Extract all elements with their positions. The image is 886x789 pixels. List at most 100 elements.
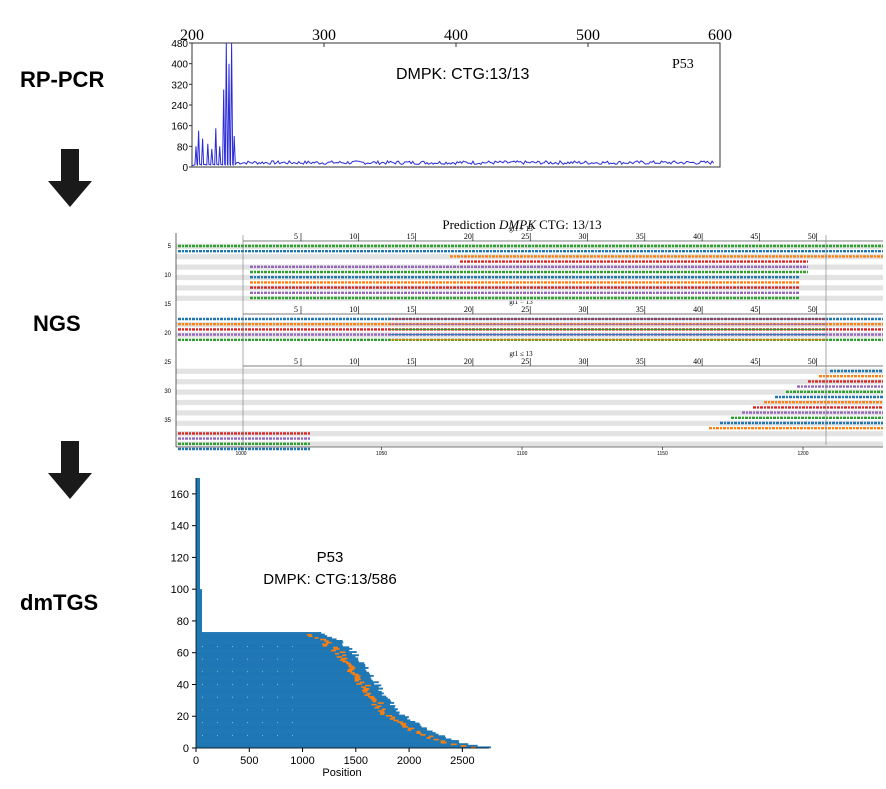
y-tick-label: 100 <box>171 584 189 596</box>
read-bar <box>196 721 416 723</box>
group-label: gt1 ≤ 13 <box>509 350 533 358</box>
y-tick-label: 400 <box>171 60 188 71</box>
repeat-segment <box>350 671 355 674</box>
read-bar <box>196 646 350 649</box>
repeat-tick-label: 50 <box>808 232 816 241</box>
repeat-segment <box>460 744 467 747</box>
repeat-segment <box>364 694 370 696</box>
repeat-segment <box>471 746 476 749</box>
repeat-tick-label: 30 <box>579 232 587 241</box>
read-bar <box>196 674 374 677</box>
read-bar <box>196 727 427 730</box>
position-tick-label: 1100 <box>517 451 528 457</box>
y-tick-label: 0 <box>183 743 189 755</box>
repeat-segment <box>324 640 329 642</box>
repeat-segment <box>346 662 351 665</box>
repeat-segment <box>401 724 407 727</box>
y-tick-label: 60 <box>177 648 189 660</box>
repeat-segment <box>389 717 395 720</box>
position-tick-label: 1000 <box>235 451 246 457</box>
repeat-segment <box>356 682 362 685</box>
plot-frame <box>191 42 721 168</box>
repeat-segment <box>416 732 422 735</box>
repeat-segment <box>402 725 409 728</box>
row-band <box>176 441 883 447</box>
y-tick-label: 140 <box>171 521 189 533</box>
y-tick-label: 20 <box>177 711 189 723</box>
row-band <box>176 285 883 291</box>
repeat-tick-label: 25 <box>521 232 529 241</box>
row-band <box>176 379 883 385</box>
group-label: gt1 = 13 <box>509 298 533 306</box>
repeat-segment <box>397 721 404 723</box>
repeat-tick-label: 35 <box>636 357 644 366</box>
repeat-segment <box>393 719 399 722</box>
read-bar <box>196 689 379 692</box>
repeat-tick-label: 10 <box>349 305 357 314</box>
row-tick-label: 20 <box>164 331 171 337</box>
y-tick-label: 0 <box>182 163 188 174</box>
read-bar <box>196 741 460 744</box>
read-bar <box>196 700 392 703</box>
sample-label: P53 <box>317 549 344 566</box>
repeat-segment <box>374 706 380 709</box>
repeat-segment <box>366 692 372 695</box>
read-bar <box>196 733 439 736</box>
read-bar <box>196 638 337 641</box>
repeat-segment <box>433 738 439 741</box>
repeat-tick-label: 5 <box>294 232 298 241</box>
repeat-segment <box>339 651 346 654</box>
repeat-segment <box>426 736 431 739</box>
read-bar <box>196 740 459 742</box>
read-bar <box>196 708 398 711</box>
repeat-segment <box>314 636 319 639</box>
repeat-segment <box>330 649 337 652</box>
read-bar <box>196 698 391 701</box>
read-bar <box>196 633 325 636</box>
read-bar <box>196 706 395 709</box>
x-tick-label: 2000 <box>397 755 421 767</box>
read-bar <box>196 678 372 681</box>
row-band <box>176 295 883 301</box>
step-label-rp-pcr: RP-PCR <box>20 67 105 92</box>
repeat-tick-label: 45 <box>750 357 758 366</box>
repeat-segment <box>362 690 368 693</box>
repeat-segment <box>385 714 393 717</box>
signal-trace <box>191 42 715 167</box>
repeat-tick-label: 50 <box>808 305 816 314</box>
x-tick-label: 0 <box>193 755 199 767</box>
repeat-segment <box>361 686 366 688</box>
x-tick-label: 2500 <box>450 755 474 767</box>
position-tick-label: 1050 <box>376 451 387 457</box>
repeat-segment <box>354 674 361 677</box>
repeat-segment <box>363 687 370 690</box>
repeat-segment <box>322 643 329 646</box>
repeat-segment <box>325 641 332 644</box>
y-tick-label: 120 <box>171 552 189 564</box>
read-bar <box>196 694 382 696</box>
row-band <box>176 368 883 374</box>
ngs-title: Prediction DMPK CTG: 13/13 <box>442 217 601 232</box>
repeat-segment <box>336 655 342 658</box>
ngs-alignment-chart: Prediction DMPK CTG: 13/13 gt1 > 13 5 10 15… <box>164 217 883 457</box>
row-tick-label: 35 <box>164 418 171 424</box>
repeat-tick-label: 10 <box>349 357 357 366</box>
repeat-tick-label: 40 <box>693 357 701 366</box>
read-bar <box>196 655 356 658</box>
read-bar <box>196 662 365 665</box>
read-bar <box>196 690 382 693</box>
read-bar <box>196 679 373 682</box>
repeat-segment <box>320 638 327 641</box>
repeat-segment <box>362 689 369 692</box>
repeat-segment <box>354 679 360 682</box>
read-bar <box>196 695 387 698</box>
repeat-tick-label: 15 <box>407 357 415 366</box>
repeat-tick-label: 30 <box>579 357 587 366</box>
repeat-tick-label: 25 <box>521 305 529 314</box>
repeat-tick-label: 50 <box>808 357 816 366</box>
read-bar <box>196 717 408 720</box>
read-bar <box>196 736 446 739</box>
read-bar <box>196 657 359 660</box>
repeat-tick-label: 40 <box>693 232 701 241</box>
x-tick-label: 600 <box>708 27 732 44</box>
